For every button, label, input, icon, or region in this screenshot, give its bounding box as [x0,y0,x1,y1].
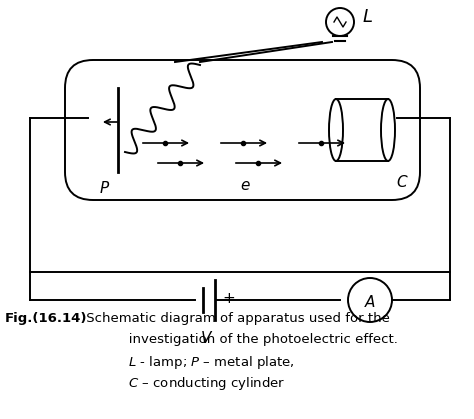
Text: $C$ – conducting cylinder: $C$ – conducting cylinder [82,375,285,392]
Text: $A$: $A$ [364,294,376,310]
Text: $P$: $P$ [99,180,110,196]
Text: investigation of the photoelectric effect.: investigation of the photoelectric effec… [82,333,398,346]
Text: Fig.(16.14): Fig.(16.14) [5,312,88,325]
Text: $L$ - lamp; $P$ – metal plate,: $L$ - lamp; $P$ – metal plate, [82,354,294,371]
Text: $C$: $C$ [396,174,408,190]
Bar [336,99,388,161]
Text: $L$: $L$ [362,8,373,26]
Text: $V$: $V$ [201,330,214,346]
Ellipse shape [329,99,343,161]
Circle shape [348,278,392,322]
Text: $+$: $+$ [222,290,236,305]
Circle shape [326,8,354,36]
Text: $e$: $e$ [240,178,250,193]
Text: $-$: $-$ [178,290,191,305]
Text: Schematic diagram of apparatus used for the: Schematic diagram of apparatus used for … [82,312,390,325]
Ellipse shape [381,99,395,161]
